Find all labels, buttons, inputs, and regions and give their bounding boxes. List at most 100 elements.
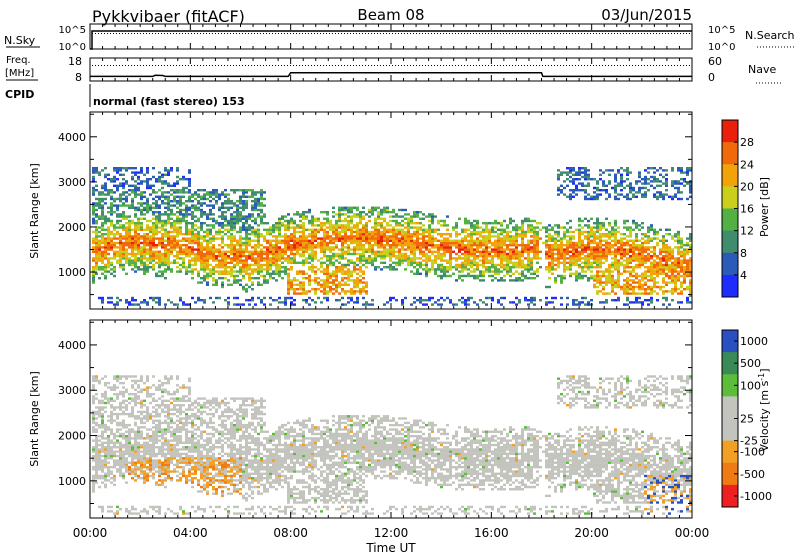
power-cell: [140, 237, 143, 240]
power-cell: [536, 230, 539, 234]
power-cell: [371, 237, 374, 240]
power-cell: [344, 213, 347, 216]
power-cell: [251, 193, 254, 196]
power-cell: [194, 248, 197, 251]
power-cell: [662, 303, 665, 306]
power-cell: [482, 230, 485, 234]
power-cell: [626, 219, 629, 223]
power-cell: [632, 254, 635, 258]
power-cell: [278, 274, 281, 278]
power-cell: [284, 215, 287, 218]
power-cell: [179, 177, 182, 181]
power-cell: [212, 226, 215, 229]
power-cell: [248, 224, 251, 227]
power-cell: [128, 239, 131, 242]
power-cell: [608, 246, 611, 249]
power-cell: [581, 219, 584, 223]
power-cell: [557, 193, 560, 196]
power-cell: [110, 210, 113, 214]
power-cell: [617, 193, 620, 196]
freq-label-line1: Freq.: [6, 55, 31, 66]
power-cell: [626, 166, 629, 170]
power-cell: [449, 250, 452, 253]
power-cell: [599, 250, 602, 253]
power-cell: [353, 206, 356, 209]
power-cell: [482, 241, 485, 245]
power-cell: [314, 219, 317, 223]
power-cell: [257, 215, 260, 218]
power-cell: [392, 237, 395, 240]
power-cell: [422, 232, 425, 236]
power-cell: [605, 301, 608, 304]
power-cell: [137, 171, 140, 174]
power-cell: [506, 237, 509, 240]
power-cell: [638, 248, 641, 251]
power-cell: [416, 261, 419, 264]
power-cell: [311, 270, 314, 273]
power-cell: [260, 250, 263, 253]
power-cell: [257, 224, 260, 227]
power-cell: [101, 169, 104, 172]
power-cell: [530, 263, 533, 267]
power-cell: [401, 215, 404, 218]
power-cell: [203, 259, 206, 262]
power-cell: [377, 241, 380, 245]
power-cell: [122, 210, 125, 214]
power-cell: [473, 219, 476, 223]
power-cell: [641, 177, 644, 181]
power-cell: [332, 281, 335, 284]
power-cell: [248, 265, 251, 269]
power-cell: [179, 217, 182, 220]
power-cell: [605, 246, 608, 249]
power-cell: [140, 301, 143, 304]
power-cell: [641, 193, 644, 196]
power-cell: [209, 195, 212, 198]
power-cell: [209, 248, 212, 251]
power-cell: [650, 268, 653, 271]
power-cell: [572, 166, 575, 170]
power-cell: [161, 175, 164, 179]
power-cell: [428, 257, 431, 260]
power-cell: [563, 243, 566, 247]
power-cell: [173, 254, 176, 258]
power-cell: [356, 279, 359, 282]
power-cell: [608, 180, 611, 183]
power-cell: [152, 191, 155, 194]
power-cell: [161, 263, 164, 267]
power-cell: [266, 263, 269, 267]
power-cell: [269, 272, 272, 275]
power-cell: [167, 173, 170, 176]
power-cell: [290, 279, 293, 282]
power-cell: [662, 169, 665, 172]
power-cell: [662, 276, 665, 280]
power-cell: [203, 257, 206, 260]
power-cell: [539, 257, 542, 260]
power-cell: [425, 248, 428, 251]
power-cell: [317, 283, 320, 286]
power-cell: [389, 257, 392, 260]
power-cell: [527, 241, 530, 245]
power-cell: [479, 239, 482, 242]
power-cell: [413, 213, 416, 216]
power-cell: [626, 283, 629, 286]
power-cell: [572, 248, 575, 251]
power-cell: [227, 303, 230, 306]
power-cell: [239, 213, 242, 216]
power-cell: [245, 204, 248, 207]
power-cell: [638, 283, 641, 286]
power-cell: [578, 232, 581, 236]
power-cell: [236, 215, 239, 218]
power-cell: [521, 274, 524, 278]
power-cell: [185, 186, 188, 190]
power-cell: [410, 250, 413, 253]
power-cell: [275, 298, 278, 302]
power-cell: [137, 246, 140, 249]
power-cell: [536, 250, 539, 253]
power-cell: [221, 213, 224, 216]
power-cell: [494, 252, 497, 256]
power-cell: [242, 195, 245, 198]
power-cell: [263, 281, 266, 284]
power-cell: [467, 296, 470, 300]
power-cell: [278, 228, 281, 231]
power-cell: [200, 235, 203, 238]
